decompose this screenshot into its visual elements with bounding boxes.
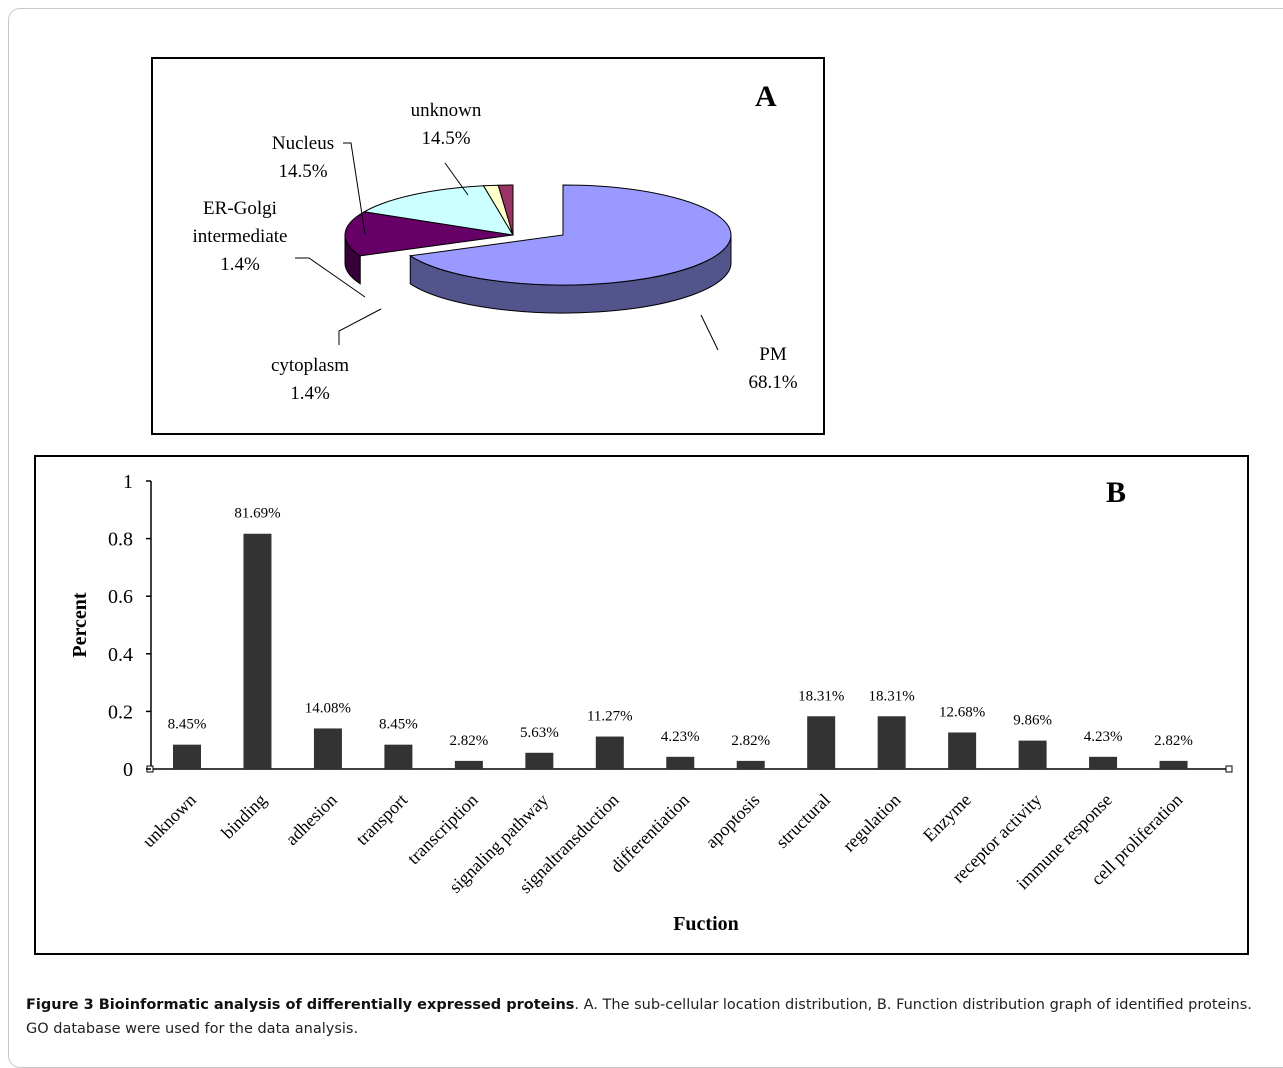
leader-line — [700, 314, 719, 351]
data-label: 2.82% — [731, 733, 770, 749]
x-tick-label: binding — [217, 790, 270, 843]
x-axis-title: Fuction — [673, 913, 739, 935]
x-tick-label: transport — [352, 790, 411, 849]
data-label: 9.86% — [1013, 713, 1052, 729]
data-label: 8.45% — [168, 717, 207, 733]
label-er-golgi-line-2: 1.4% — [220, 254, 260, 275]
y-tick-label: 0.8 — [108, 529, 133, 551]
x-tick-label: Enzyme — [919, 790, 975, 846]
label-pm-line-1: 68.1% — [748, 372, 797, 393]
data-label: 2.82% — [1154, 733, 1193, 749]
y-tick-label: 0.4 — [108, 644, 133, 666]
leader-line — [343, 142, 366, 235]
bar-adhesion — [313, 728, 342, 769]
data-label: 2.82% — [449, 733, 488, 749]
panel-label-b: B — [1106, 476, 1126, 509]
label-unknown-line-1: 14.5% — [421, 128, 470, 149]
bar-receptor-activity — [1018, 740, 1047, 769]
x-tick-label: unknown — [138, 790, 200, 852]
x-tick-label: adhesion — [281, 790, 340, 849]
pie-chart-svg: Aunknown14.5%Nucleus14.5%ER-Golgiinterme… — [193, 80, 798, 404]
bar-chart-svg: B 0 0.2 0.4 0.6 0.8 1 8.45% unknown 81.69% binding… — [69, 471, 1233, 935]
bar-immune-response — [1089, 756, 1118, 769]
label-unknown-line-0: unknown — [411, 100, 482, 121]
data-label: 81.69% — [234, 506, 280, 522]
data-label: 5.63% — [520, 725, 559, 741]
bar-signaltransduction — [595, 736, 624, 769]
caption-text: . A. The sub-cellular location distribut… — [26, 997, 1252, 1037]
x-tick-label: structural — [772, 790, 834, 852]
bar-binding — [243, 533, 272, 769]
pie-slice-unknown — [344, 211, 514, 257]
label-nucleus-line-1: 14.5% — [278, 161, 327, 182]
y-tick-label: 0 — [123, 759, 133, 781]
x-tick-label: regulation — [839, 790, 905, 856]
bar-differentiation — [666, 756, 695, 769]
data-label: 4.23% — [661, 729, 700, 745]
figure-caption: Figure 3 Bioinformatic analysis of diffe… — [26, 993, 1266, 1041]
bar-cell-proliferation — [1159, 760, 1188, 769]
panel-b-bar-chart: B 0 0.2 0.4 0.6 0.8 1 8.45% unknown 81.69% binding… — [34, 455, 1249, 955]
data-label: 4.23% — [1084, 729, 1123, 745]
bar-structural — [807, 716, 836, 769]
y-axis-title: Percent — [69, 592, 91, 657]
data-label: 8.45% — [379, 717, 418, 733]
caption-title: Figure 3 Bioinformatic analysis of diffe… — [26, 997, 575, 1013]
panel-label-a: A — [755, 80, 777, 113]
x-axis-end-marker — [1225, 765, 1233, 773]
bar-regulation — [877, 716, 906, 769]
bar-apoptosis — [736, 760, 765, 769]
y-tick-label: 0.6 — [108, 586, 133, 608]
data-label: 18.31% — [869, 688, 915, 704]
pie-slice-cytoplasm — [497, 184, 514, 236]
x-tick-label: apoptosis — [701, 790, 763, 852]
label-cytoplasm-line-1: 1.4% — [290, 383, 330, 404]
bar-signaling-pathway — [525, 752, 554, 769]
label-er-golgi-line-0: ER-Golgi — [203, 198, 277, 219]
label-er-golgi-line-1: intermediate — [193, 226, 288, 247]
leader-line — [338, 308, 382, 345]
leader-line — [295, 257, 366, 298]
data-label: 12.68% — [939, 704, 985, 720]
pie-labels: unknown14.5%Nucleus14.5%ER-Golgiintermed… — [193, 100, 798, 404]
y-tick-label: 0.2 — [108, 701, 133, 723]
bar-transcription — [454, 760, 483, 769]
pie-slice-nucleus — [362, 185, 514, 236]
label-nucleus-line-0: Nucleus — [272, 133, 334, 154]
data-label: 18.31% — [798, 688, 844, 704]
data-label: 11.27% — [587, 709, 633, 725]
y-tick-label: 1 — [123, 471, 133, 493]
bar-enzyme — [948, 732, 977, 769]
label-cytoplasm-line-0: cytoplasm — [271, 355, 349, 376]
data-label: 14.08% — [305, 700, 351, 716]
label-pm-line-0: PM — [759, 344, 787, 365]
leader-line — [444, 162, 469, 196]
bar-transport — [384, 744, 413, 769]
pie-slices — [344, 184, 732, 314]
bar-unknown — [173, 744, 201, 769]
pie-slice-pm — [408, 184, 732, 286]
bars: 8.45% unknown 81.69% binding 14.08% adhesion 8… — [138, 506, 1193, 897]
